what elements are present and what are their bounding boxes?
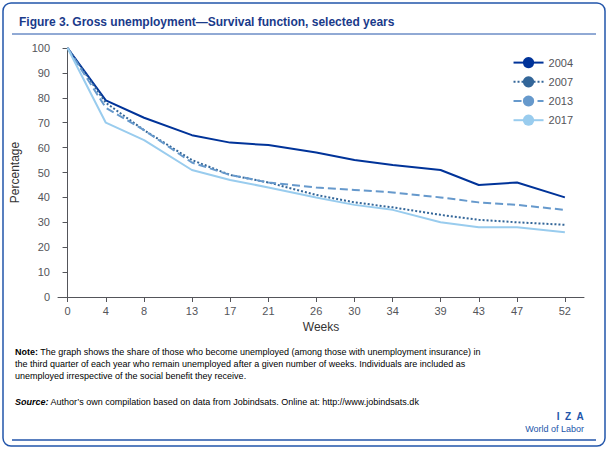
svg-text:70: 70 xyxy=(38,117,50,129)
svg-text:100: 100 xyxy=(32,42,50,54)
svg-text:2017: 2017 xyxy=(549,114,573,126)
svg-text:47: 47 xyxy=(511,305,523,317)
svg-text:34: 34 xyxy=(387,305,399,317)
svg-text:40: 40 xyxy=(38,191,50,203)
svg-text:10: 10 xyxy=(38,266,50,278)
svg-text:30: 30 xyxy=(38,216,50,228)
svg-text:90: 90 xyxy=(38,67,50,79)
svg-text:60: 60 xyxy=(38,142,50,154)
svg-text:20: 20 xyxy=(38,241,50,253)
svg-text:0: 0 xyxy=(44,291,50,303)
svg-text:2013: 2013 xyxy=(549,95,573,107)
svg-text:Source:: Source: xyxy=(15,397,49,407)
svg-text:unemployed irrespective of the: unemployed irrespective of the social be… xyxy=(15,371,246,381)
svg-text:2004: 2004 xyxy=(549,57,573,69)
svg-text:World of Labor: World of Labor xyxy=(525,424,584,434)
svg-text:0: 0 xyxy=(65,305,71,317)
svg-text:13: 13 xyxy=(186,305,198,317)
svg-text:8: 8 xyxy=(141,305,147,317)
svg-text:4: 4 xyxy=(103,305,109,317)
svg-text:52: 52 xyxy=(559,305,571,317)
svg-text:30: 30 xyxy=(348,305,360,317)
svg-text:80: 80 xyxy=(38,92,50,104)
svg-text:Figure 3. Gross unemployment—S: Figure 3. Gross unemployment—Survival fu… xyxy=(19,15,395,29)
svg-text:21: 21 xyxy=(262,305,274,317)
svg-text:43: 43 xyxy=(473,305,485,317)
svg-text:Percentage: Percentage xyxy=(8,141,22,203)
svg-text:the third quarter of each year: the third quarter of each year who remai… xyxy=(15,359,466,369)
svg-text:50: 50 xyxy=(38,167,50,179)
svg-text:I Z A: I Z A xyxy=(557,411,584,422)
svg-text:The graph shows the share of t: The graph shows the share of those who b… xyxy=(38,347,481,357)
svg-text:Weeks: Weeks xyxy=(303,320,339,334)
svg-text:39: 39 xyxy=(434,305,446,317)
svg-text:2007: 2007 xyxy=(549,76,573,88)
svg-text:Author’s own compilation based: Author’s own compilation based on data f… xyxy=(49,397,420,407)
svg-text:Note:: Note: xyxy=(15,347,38,357)
svg-text:26: 26 xyxy=(310,305,322,317)
svg-text:17: 17 xyxy=(224,305,236,317)
